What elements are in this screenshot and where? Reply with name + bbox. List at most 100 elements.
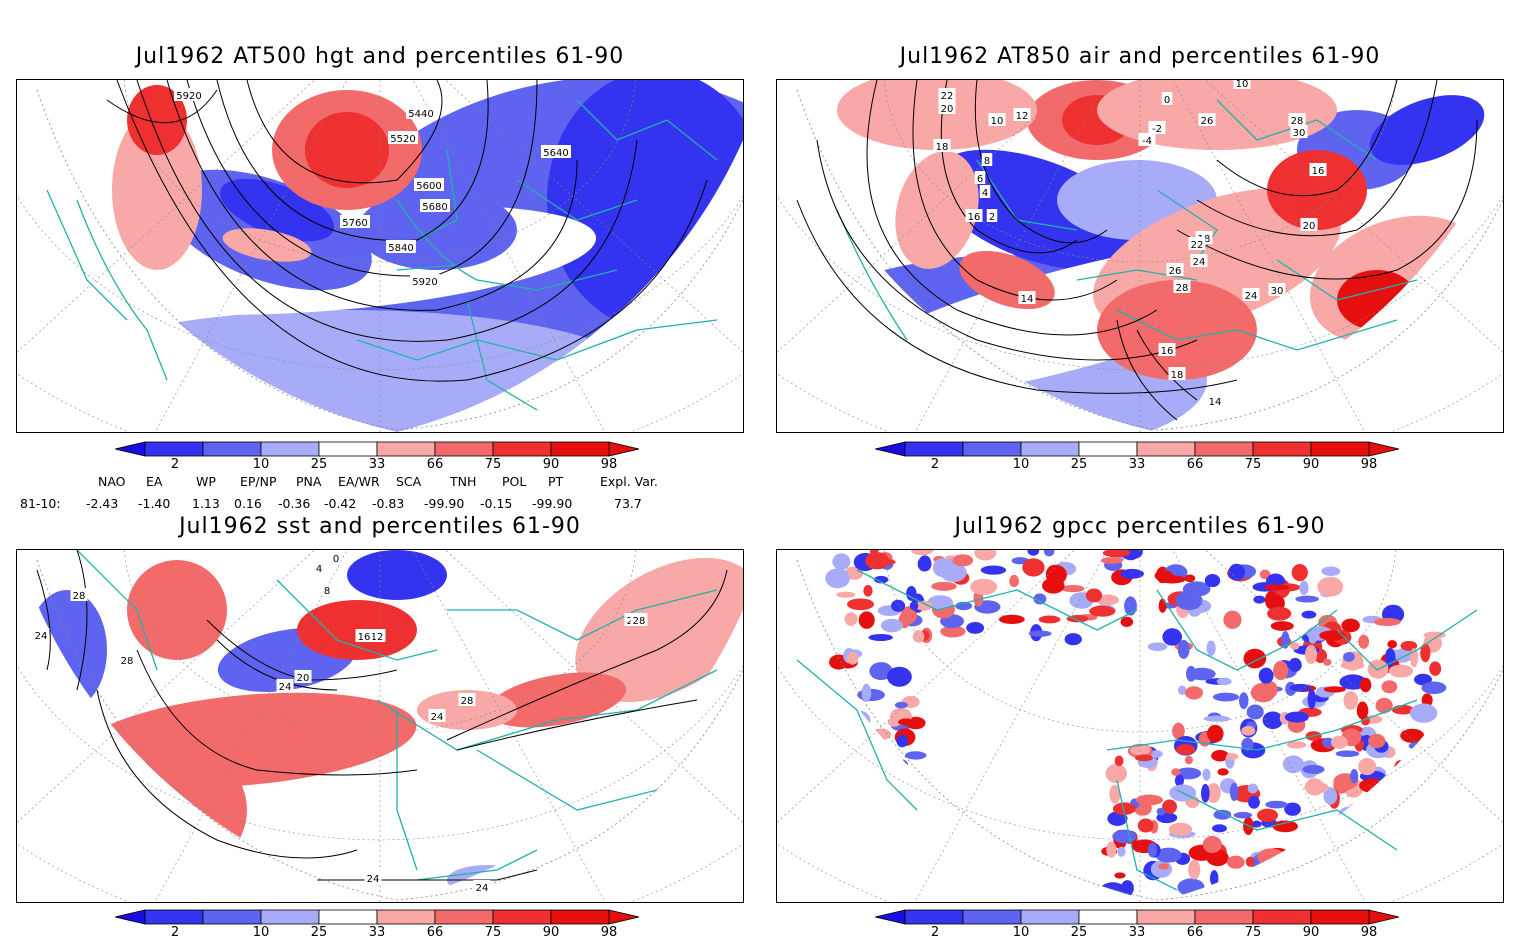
contour-label: 24 (367, 874, 380, 885)
precip-anomaly-patch (1323, 658, 1332, 666)
contour-label: 14 (1021, 294, 1034, 305)
colorbar-tick-label: 66 (427, 925, 444, 940)
precip-anomaly-patch (1241, 737, 1254, 751)
precip-anomaly-patch (1323, 686, 1346, 693)
colorbar-swatch (1136, 441, 1196, 457)
colorbar-swatch (202, 909, 262, 925)
coastline (856, 569, 1138, 631)
latitude-line (777, 665, 1503, 841)
contour-line (446, 569, 728, 741)
precip-anomaly-patch (1112, 829, 1137, 844)
coastline (1336, 609, 1478, 671)
precip-anomaly-patch (917, 556, 932, 572)
precip-anomaly-patch (1022, 558, 1045, 577)
contour-label-bg (938, 101, 956, 114)
contour-label-bg (276, 679, 294, 692)
map-canvas-air850: 2220181614121086420-2-410262830162018222… (777, 80, 1503, 432)
precip-anomaly-patch (1043, 550, 1055, 557)
contour-label: 26 (1169, 266, 1182, 277)
contour-line (912, 80, 1118, 301)
latitude-line (17, 195, 743, 371)
precip-anomaly-patch (1027, 550, 1040, 556)
contour-label-bg (1166, 263, 1184, 276)
precip-anomaly-patch (1391, 855, 1405, 864)
precip-anomaly-patch (1177, 878, 1205, 897)
contour-lines: 2220181614121086420-2-410262830162018222… (796, 80, 1478, 421)
precip-anomaly-patch (1373, 617, 1401, 626)
precip-anomaly-patch (869, 662, 893, 681)
precip-anomaly-patch (1350, 768, 1359, 784)
longitude-line (777, 550, 1075, 823)
coastline (1216, 99, 1378, 161)
colorbar-tick-label: 2 (171, 457, 179, 472)
colorbar-tick-label: 75 (1245, 457, 1262, 472)
precip-anomaly-patch (1302, 764, 1325, 774)
precip-anomaly-patch (901, 606, 917, 624)
contour-label-bg (420, 199, 450, 212)
contour-label-bg (118, 653, 136, 666)
precip-anomaly-patch (1262, 711, 1284, 730)
contour-label-bg (321, 583, 333, 596)
precip-anomaly-patch (931, 581, 957, 591)
precip-anomaly-patch (898, 718, 915, 726)
precip-anomaly-patch (1395, 826, 1405, 835)
anomaly-high (575, 557, 743, 703)
precip-anomaly-patch (1332, 834, 1344, 845)
precip-anomaly-patch (1114, 872, 1126, 879)
contour-label: 22 (1191, 240, 1204, 251)
precip-anomaly-patch (1114, 755, 1124, 767)
colorbar-swatch (962, 909, 1022, 925)
coastline (1156, 589, 1338, 671)
anomaly-high (127, 560, 227, 660)
coastline (476, 749, 658, 811)
precip-anomaly-patch (1241, 725, 1256, 736)
precip-anomaly-patch (1204, 573, 1221, 588)
contour-label-bg (1268, 283, 1286, 296)
colorbar-swatch (492, 909, 552, 925)
index-value: -0.36 (278, 496, 311, 511)
contour-label-bg (1290, 125, 1308, 138)
precip-anomaly-patch (1305, 644, 1318, 664)
precip-anomaly-patch (1257, 848, 1285, 866)
index-value: 73.7 (614, 496, 642, 511)
precip-anomaly-patch (1321, 566, 1341, 576)
precip-anomaly-patch (788, 754, 810, 773)
precip-anomaly-patch (974, 550, 997, 561)
colorbar-swatch (144, 441, 204, 457)
coastline (576, 99, 718, 161)
colorbar-swatch (550, 909, 610, 925)
contour-label-bg (1188, 237, 1206, 250)
panel-title-hgt: Jul1962 AT500 hgt and percentiles 61-90 (135, 44, 625, 69)
contour-line (36, 569, 51, 671)
precip-anomaly-patch (1420, 643, 1431, 663)
contour-line (816, 139, 1198, 361)
domain-boundary (796, 559, 1503, 901)
colorbar-hgt500: 2 10 25 33 66 75 90 98 (115, 441, 640, 472)
precip-anomaly-patch (1235, 879, 1258, 897)
precip-anomaly-patch (896, 734, 908, 748)
precip-anomaly-patch (1345, 876, 1366, 891)
precip-anomaly-patch (870, 728, 892, 741)
graticule (17, 80, 743, 432)
contour-label-bg (979, 185, 991, 198)
precip-anomaly-patch (830, 796, 848, 810)
anomaly-high (1267, 150, 1367, 230)
contour-line (1136, 329, 1198, 401)
colorbar-swatch (1078, 441, 1138, 457)
colorbar-swatch (550, 441, 610, 457)
graticule (777, 550, 1503, 902)
colorbar-swatch (202, 441, 262, 457)
index-header: PT (548, 474, 564, 489)
colorbar-tick-label: 98 (1361, 925, 1378, 940)
precip-anomaly-patch (1265, 800, 1288, 809)
latitude-line (777, 195, 1503, 371)
precip-anomaly-patch (804, 729, 816, 746)
precip-anomaly-patch (1258, 680, 1278, 700)
precip-anomaly-patch (1158, 598, 1167, 613)
precip-anomaly-patch (1356, 701, 1369, 720)
precip-anomaly-patch (870, 550, 879, 558)
precip-anomaly-patch (1406, 836, 1422, 850)
contour-label: -2 (1152, 124, 1162, 135)
precip-anomaly-patch (1158, 863, 1170, 870)
contour-label: 18 (1171, 370, 1184, 381)
